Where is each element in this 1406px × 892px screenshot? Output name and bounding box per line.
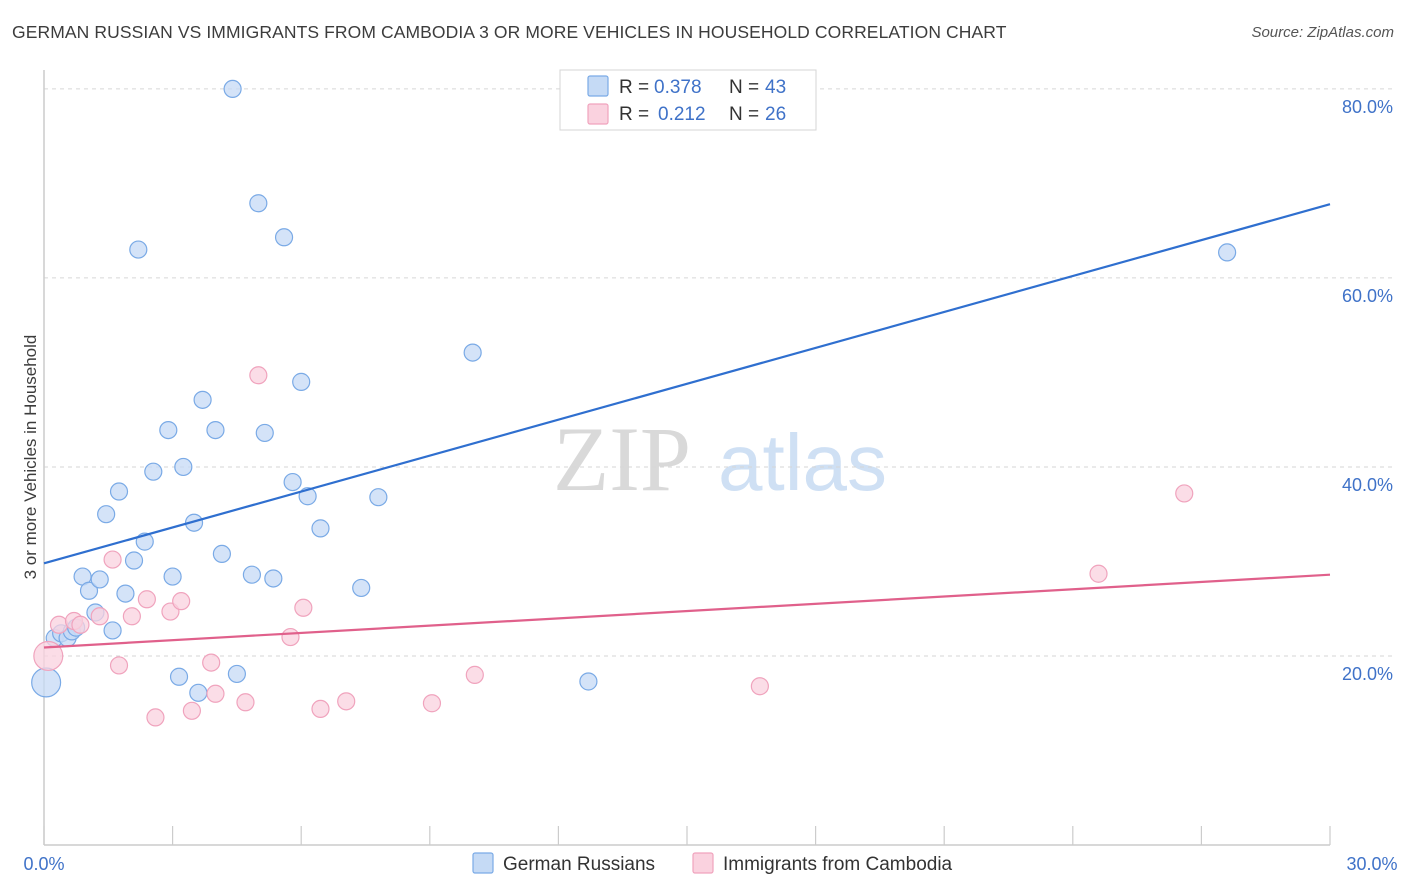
data-point	[124, 551, 144, 570]
data-point	[103, 550, 122, 569]
data-point	[31, 667, 62, 698]
series-legend: German Russians Immigrants from Cambodia	[472, 852, 953, 875]
bottom-legend-label-german-russians: German Russians	[503, 854, 655, 875]
data-point	[236, 693, 255, 712]
bottom-legend-label-immigrants-cambodia: Immigrants from Cambodia	[723, 854, 953, 875]
data-point	[750, 677, 769, 696]
data-point	[242, 565, 262, 584]
data-point	[116, 584, 135, 603]
x-ticks	[43, 826, 1331, 845]
data-point	[109, 482, 129, 501]
data-point	[79, 581, 99, 600]
watermark-zip: ZIP	[553, 408, 691, 510]
data-point	[202, 653, 221, 672]
data-point	[159, 420, 178, 440]
data-point	[109, 656, 129, 675]
data-point	[97, 505, 116, 524]
legend-n-value-2: 26	[765, 104, 786, 125]
data-point	[311, 519, 330, 538]
legend-n-label-1: N =	[729, 77, 759, 98]
trend-line-0	[43, 203, 1331, 565]
y-tick-label: 40.0%	[1342, 475, 1393, 495]
data-point	[255, 423, 274, 443]
data-point	[169, 667, 189, 686]
data-point	[137, 590, 156, 609]
data-points	[31, 79, 1237, 727]
legend-r-label-1: R =	[619, 77, 649, 98]
series-points-0	[31, 79, 1237, 702]
data-point	[122, 607, 141, 626]
data-point	[193, 390, 212, 409]
data-point	[223, 79, 242, 99]
data-point	[465, 665, 484, 684]
legend-swatch-immigrants-cambodia	[587, 103, 609, 125]
data-point	[206, 420, 225, 440]
data-point	[1218, 243, 1237, 262]
data-point	[292, 372, 311, 391]
data-point	[283, 472, 302, 492]
watermark-atlas: atlas	[718, 418, 887, 507]
data-point	[129, 240, 148, 259]
chart-title: GERMAN RUSSIAN VS IMMIGRANTS FROM CAMBOD…	[12, 22, 1007, 42]
y-tick-labels: 20.0% 40.0% 60.0% 80.0%	[1342, 97, 1393, 684]
data-point	[206, 684, 225, 703]
legend-n-label-2: N =	[729, 104, 759, 125]
data-point	[174, 457, 193, 477]
data-point	[352, 578, 371, 598]
data-point	[212, 544, 231, 564]
trend-lines	[43, 203, 1331, 649]
stats-legend: R = 0.378 N = 43 R = 0.212 N = 26	[559, 69, 817, 131]
data-point	[1175, 484, 1194, 503]
data-point	[294, 598, 313, 617]
legend-swatch-german-russians	[587, 75, 609, 97]
data-point	[182, 701, 201, 720]
y-tick-label: 20.0%	[1342, 664, 1393, 684]
data-point	[369, 488, 388, 507]
gridlines	[44, 88, 1392, 657]
source-credit: Source: ZipAtlas.com	[1251, 24, 1394, 41]
y-tick-label: 60.0%	[1342, 286, 1393, 306]
x-tick-label-max: 30.0%	[1346, 854, 1397, 874]
bottom-legend-swatch-immigrants-cambodia	[692, 852, 714, 874]
data-point	[227, 664, 246, 684]
data-point	[249, 366, 268, 385]
legend-r-value-2: 0.212	[658, 104, 706, 125]
data-point	[103, 621, 122, 640]
data-point	[90, 570, 109, 589]
data-point	[1089, 564, 1108, 583]
data-point	[337, 692, 356, 711]
data-point	[172, 592, 191, 611]
data-point	[49, 615, 69, 634]
data-point	[146, 708, 165, 727]
series-points-1	[33, 366, 1194, 727]
data-point	[71, 615, 90, 634]
y-tick-label: 80.0%	[1342, 97, 1393, 117]
legend-r-label-2: R =	[619, 104, 649, 125]
data-point	[422, 694, 442, 713]
legend-n-value-1: 43	[765, 77, 786, 98]
data-point	[90, 607, 109, 626]
trend-line-1	[43, 573, 1331, 649]
bottom-legend-swatch-german-russians	[472, 852, 494, 874]
legend-r-value-1: 0.378	[654, 77, 702, 98]
data-point	[264, 569, 283, 588]
x-tick-label-min: 0.0%	[23, 854, 64, 874]
data-point	[281, 627, 300, 647]
data-point	[33, 640, 64, 672]
data-point	[463, 343, 482, 362]
data-point	[274, 228, 294, 247]
y-axis-title: 3 or more Vehicles in Household	[21, 335, 40, 580]
data-point	[579, 672, 598, 691]
data-point	[189, 683, 208, 702]
data-point	[311, 699, 330, 719]
data-point	[249, 194, 268, 213]
data-point	[163, 567, 182, 586]
data-point	[144, 462, 163, 481]
